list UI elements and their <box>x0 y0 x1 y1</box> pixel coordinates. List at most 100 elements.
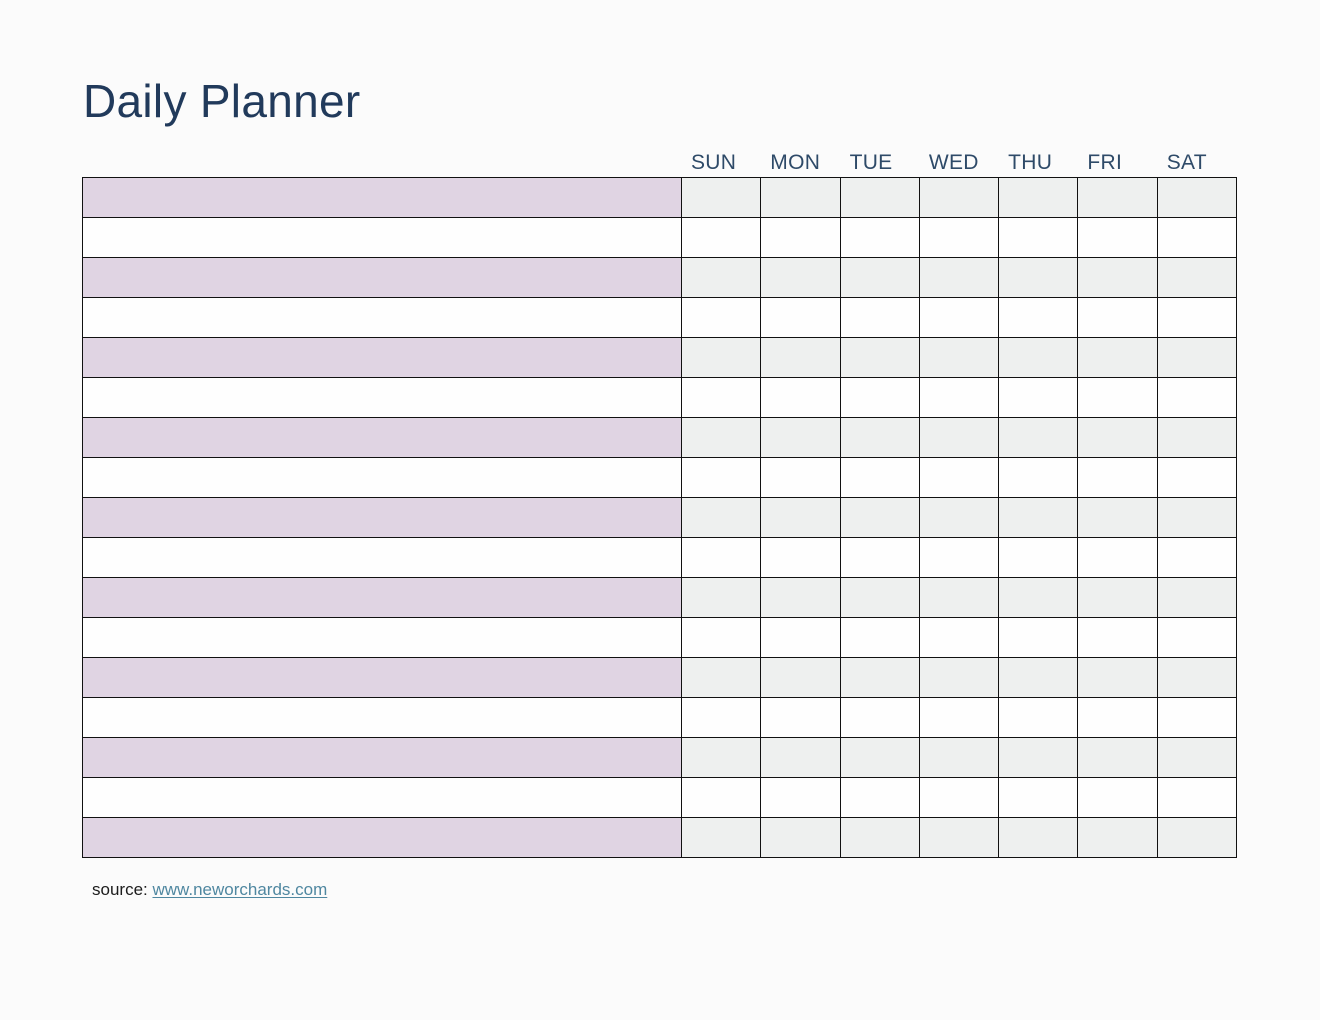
planner-row <box>82 777 1238 818</box>
day-cell-wed <box>918 697 1000 738</box>
day-cell-fri <box>1077 697 1158 738</box>
day-cell-fri <box>1077 297 1158 338</box>
day-cell-tue <box>839 577 920 618</box>
day-cell-sat <box>1156 737 1238 778</box>
day-cell-tue <box>839 337 920 378</box>
day-cell-sun <box>680 337 762 378</box>
planner-row <box>82 817 1238 858</box>
task-cell <box>82 457 682 498</box>
day-cell-sun <box>680 817 762 858</box>
day-cell-thu <box>998 577 1079 618</box>
day-cell-mon <box>760 617 841 658</box>
day-cell-wed <box>918 177 1000 218</box>
day-cell-fri <box>1077 537 1158 578</box>
day-cell-mon <box>760 777 841 818</box>
day-cell-tue <box>839 497 920 538</box>
task-cell <box>82 337 682 378</box>
day-cell-mon <box>760 817 841 858</box>
day-cell-thu <box>998 297 1079 338</box>
day-cell-wed <box>918 817 1000 858</box>
day-cell-fri <box>1077 217 1158 258</box>
day-cell-sun <box>680 577 762 618</box>
source-note: source: www.neworchards.com <box>92 879 327 901</box>
day-cell-fri <box>1077 337 1158 378</box>
day-cell-fri <box>1077 377 1158 418</box>
task-cell <box>82 577 682 618</box>
day-cell-tue <box>839 417 920 458</box>
day-cell-thu <box>998 737 1079 778</box>
day-cell-sun <box>680 737 762 778</box>
day-cell-mon <box>760 737 841 778</box>
task-cell <box>82 177 682 218</box>
day-cell-wed <box>918 737 1000 778</box>
day-cell-sun <box>680 257 762 298</box>
day-cell-tue <box>839 217 920 258</box>
planner-row <box>82 537 1238 578</box>
day-cell-fri <box>1077 617 1158 658</box>
day-cell-fri <box>1077 177 1158 218</box>
day-cell-wed <box>918 617 1000 658</box>
day-cell-thu <box>998 617 1079 658</box>
day-cell-thu <box>998 777 1079 818</box>
task-cell <box>82 377 682 418</box>
day-cell-wed <box>918 657 1000 698</box>
day-cell-fri <box>1077 577 1158 618</box>
day-cell-mon <box>760 257 841 298</box>
day-cell-sat <box>1156 697 1238 738</box>
planner-row <box>82 657 1238 698</box>
day-cell-sat <box>1156 177 1238 218</box>
source-link[interactable]: www.neworchards.com <box>152 880 328 899</box>
planner-row <box>82 737 1238 778</box>
day-cell-sat <box>1156 297 1238 338</box>
day-cell-fri <box>1077 257 1158 298</box>
day-cell-mon <box>760 497 841 538</box>
day-cell-tue <box>839 657 920 698</box>
day-cell-tue <box>839 257 920 298</box>
day-cell-sat <box>1156 777 1238 818</box>
task-cell <box>82 417 682 458</box>
day-cell-wed <box>918 497 1000 538</box>
day-cell-wed <box>918 777 1000 818</box>
planner-row <box>82 337 1238 378</box>
planner-row <box>82 577 1238 618</box>
day-cell-wed <box>918 377 1000 418</box>
task-cell <box>82 777 682 818</box>
day-cell-thu <box>998 657 1079 698</box>
day-cell-wed <box>918 417 1000 458</box>
planner-row <box>82 617 1238 658</box>
day-header-sat: SAT <box>1166 151 1207 174</box>
day-cell-tue <box>839 777 920 818</box>
day-header-thu: THU <box>1008 151 1053 174</box>
task-cell <box>82 497 682 538</box>
task-cell <box>82 537 682 578</box>
day-cell-sun <box>680 177 762 218</box>
day-cell-mon <box>760 577 841 618</box>
day-cell-tue <box>839 177 920 218</box>
planner-row <box>82 417 1238 458</box>
day-cell-fri <box>1077 817 1158 858</box>
day-cell-sun <box>680 777 762 818</box>
day-cell-sat <box>1156 217 1238 258</box>
day-cell-wed <box>918 457 1000 498</box>
day-cell-wed <box>918 577 1000 618</box>
day-cell-fri <box>1077 497 1158 538</box>
day-cell-tue <box>839 537 920 578</box>
day-cell-fri <box>1077 417 1158 458</box>
day-header-fri: FRI <box>1087 151 1123 174</box>
day-header-tue: TUE <box>849 151 893 174</box>
planner-table <box>82 177 1238 858</box>
day-cell-mon <box>760 417 841 458</box>
day-cell-sat <box>1156 657 1238 698</box>
day-cell-sat <box>1156 417 1238 458</box>
planner-row <box>82 297 1238 338</box>
day-cell-wed <box>918 537 1000 578</box>
day-cell-sun <box>680 697 762 738</box>
day-cell-tue <box>839 377 920 418</box>
day-headers-row: SUN MON TUE WED THU FRI SAT <box>682 151 1237 175</box>
day-cell-mon <box>760 297 841 338</box>
day-cell-thu <box>998 537 1079 578</box>
day-cell-sun <box>680 537 762 578</box>
planner-row <box>82 497 1238 538</box>
day-cell-sun <box>680 497 762 538</box>
planner-row <box>82 697 1238 738</box>
